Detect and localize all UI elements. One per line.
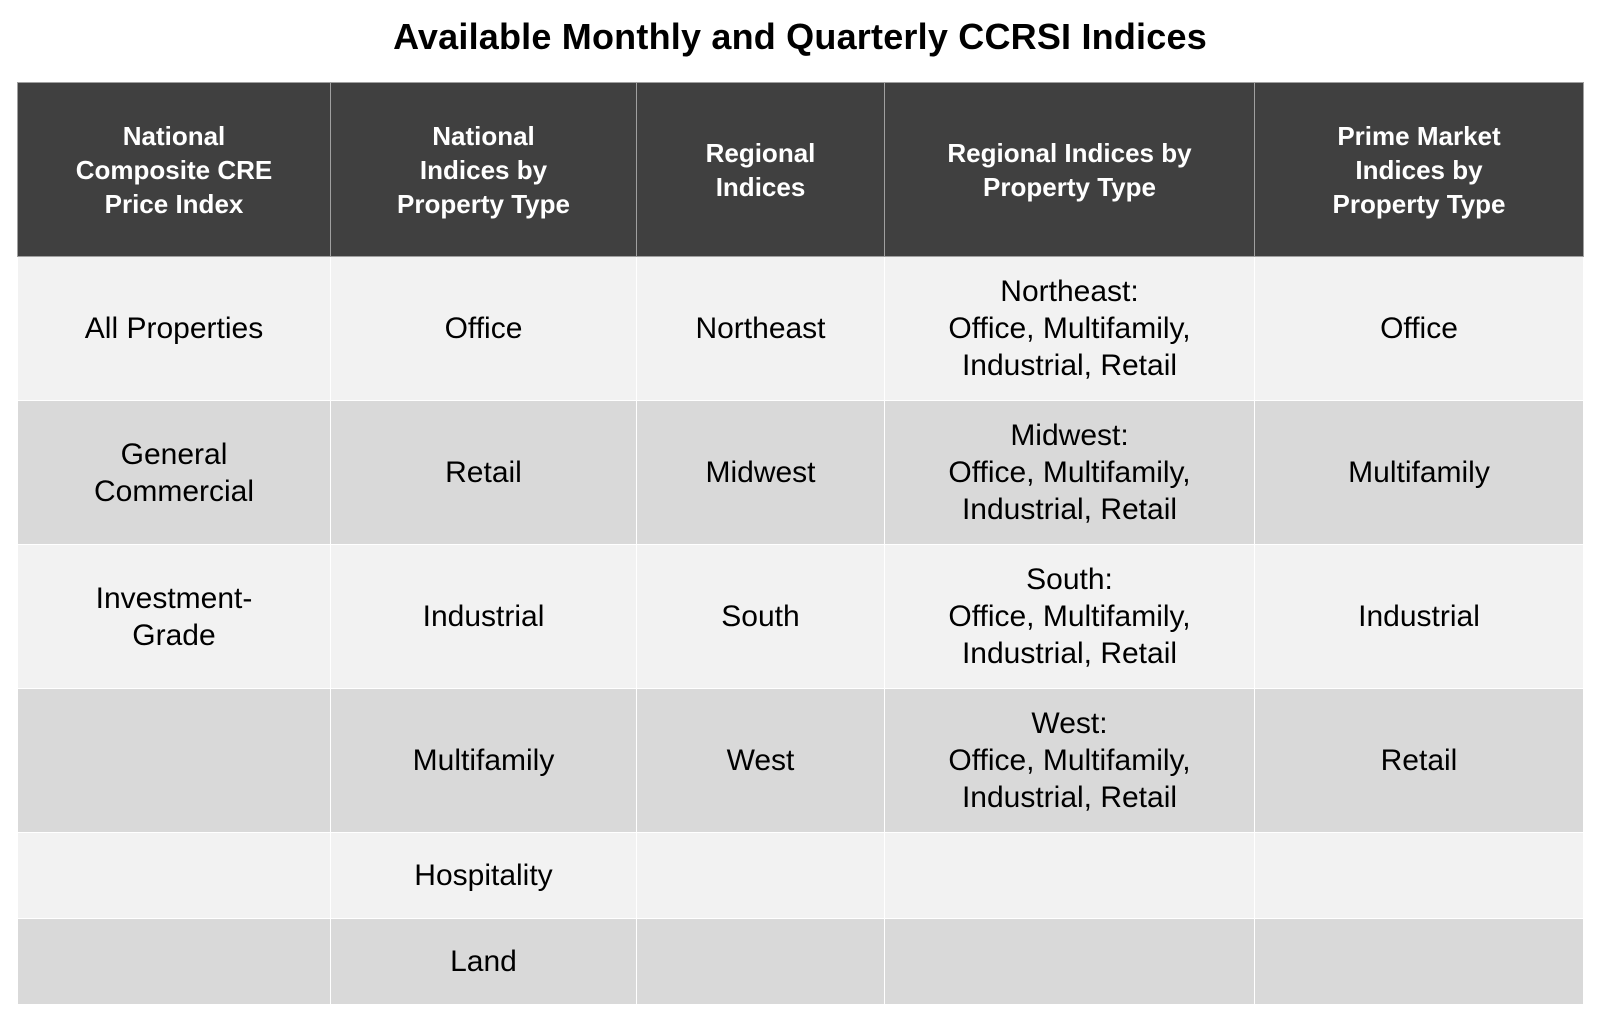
table-cell [17,688,331,833]
table-cell: Hospitality [330,832,637,919]
table-cell: Multifamily [330,688,637,833]
column-header-line: Property Type [397,188,570,219]
table-cell: Retail [330,400,637,545]
table-cell [636,918,885,1005]
column-header-line: Property Type [983,171,1156,202]
table-cell [884,918,1255,1005]
table-cell: South [636,544,885,689]
table-cell: Northeast: Office, Multifamily, Industrial… [884,256,1255,401]
table-cell [1254,832,1584,919]
table-cell-text: Northeast: [1000,275,1139,308]
table-cell-text: West: [1031,707,1108,740]
table-cell: Retail [1254,688,1584,833]
table-cell: West [636,688,885,833]
header-row: National Composite CRE Price Index Nationa… [17,82,1584,257]
table-cell: West: Office, Multifamily, Industrial, Ret… [884,688,1255,833]
column-header-line: Prime Market [1337,120,1501,151]
table-cell-text: Multifamily [412,744,555,777]
table-cell-text: Hospitality [414,859,553,892]
table-cell-text: Industrial [1358,600,1480,633]
table-row: Investment- Grade Industrial South South: Off… [17,544,1584,689]
column-header-line: Composite CRE [75,154,273,185]
table-cell: Midwest [636,400,885,545]
table-cell-text: Midwest: [1010,419,1129,452]
table-cell-text: Retail [1380,744,1458,777]
table-cell: South: Office, Multifamily, Industrial, Re… [884,544,1255,689]
table-cell-text: Industrial, Retail [961,349,1178,382]
table-cell: All Properties [17,256,331,401]
table-cell-text: Industrial, Retail [961,637,1178,670]
table-cell [636,832,885,919]
table-cell-text: Office [1380,312,1458,345]
table-cell: Office [330,256,637,401]
table-cell-text: West [726,744,795,777]
table-row: Multifamily West West: Office, Multifamily,… [17,688,1584,833]
column-header-national-composite: National Composite CRE Price Index [17,82,331,257]
column-header-national-by-type: National Indices by Property Type [330,82,637,257]
column-header-line: National [122,120,226,151]
table-cell-text: Northeast [695,312,826,345]
table-row: Land [17,918,1584,1005]
table-title: Available Monthly and Quarterly CCRSI In… [393,16,1207,57]
table-cell: Industrial [1254,544,1584,689]
column-header-line: Regional [705,137,816,168]
column-header-line: Property Type [1332,188,1506,219]
indices-table: National Composite CRE Price Index Nationa… [17,82,1584,1005]
table-cell-text: General [120,437,228,471]
table-cell-text: Grade [132,618,216,652]
table-cell [17,832,331,919]
table-cell-text: All Properties [84,312,264,345]
table-row: Hospitality [17,832,1584,919]
table-cell-text: Industrial [422,600,545,633]
table-row: All Properties Office Northeast Northeast: O… [17,256,1584,401]
table-cell [884,832,1255,919]
table-cell: Land [330,918,637,1005]
table-cell-text: Office, Multifamily, [948,744,1191,777]
table-cell-text: Midwest [705,456,816,489]
table-cell-text: Office [444,312,523,345]
table-cell: Investment- Grade [17,544,331,689]
table-cell-text: South: [1026,563,1113,596]
table-cell: Northeast [636,256,885,401]
column-header-line: Indices [715,171,806,202]
table-cell: Midwest: Office, Multifamily, Industrial, … [884,400,1255,545]
column-header-regional: Regional Indices [636,82,885,257]
column-header-line: Price Index [104,188,244,219]
table-cell: Industrial [330,544,637,689]
table-cell-text: Investment- [95,581,253,615]
table-cell-text: Office, Multifamily, [948,312,1191,345]
table-cell-text: Multifamily [1348,456,1490,489]
table-cell-text: South [721,600,800,633]
table-cell-text: Office, Multifamily, [948,600,1191,633]
table-cell: Office [1254,256,1584,401]
column-header-line: National [432,120,535,151]
table-cell-text: Industrial, Retail [961,781,1178,814]
table-cell-text: Office, Multifamily, [948,456,1191,489]
column-header-line: Regional Indices by [947,137,1192,168]
table-cell [1254,918,1584,1005]
table-cell: General Commercial [17,400,331,545]
table-cell [17,918,331,1005]
column-header-line: Indices by [419,154,548,185]
table-body: All Properties Office Northeast Northeast: O… [17,256,1584,1005]
table-cell-text: Retail [445,456,522,489]
table-cell-text: Commercial [93,474,255,508]
column-header-regional-by-type: Regional Indices by Property Type [884,82,1255,257]
table-cell-text: Land [450,945,517,978]
column-header-prime-market: Prime Market Indices by Property Type [1254,82,1584,257]
table-cell-text: Industrial, Retail [961,493,1178,526]
table-cell: Multifamily [1254,400,1584,545]
table-row: General Commercial Retail Midwest Midwest: Of… [17,400,1584,545]
column-header-line: Indices by [1355,154,1483,185]
